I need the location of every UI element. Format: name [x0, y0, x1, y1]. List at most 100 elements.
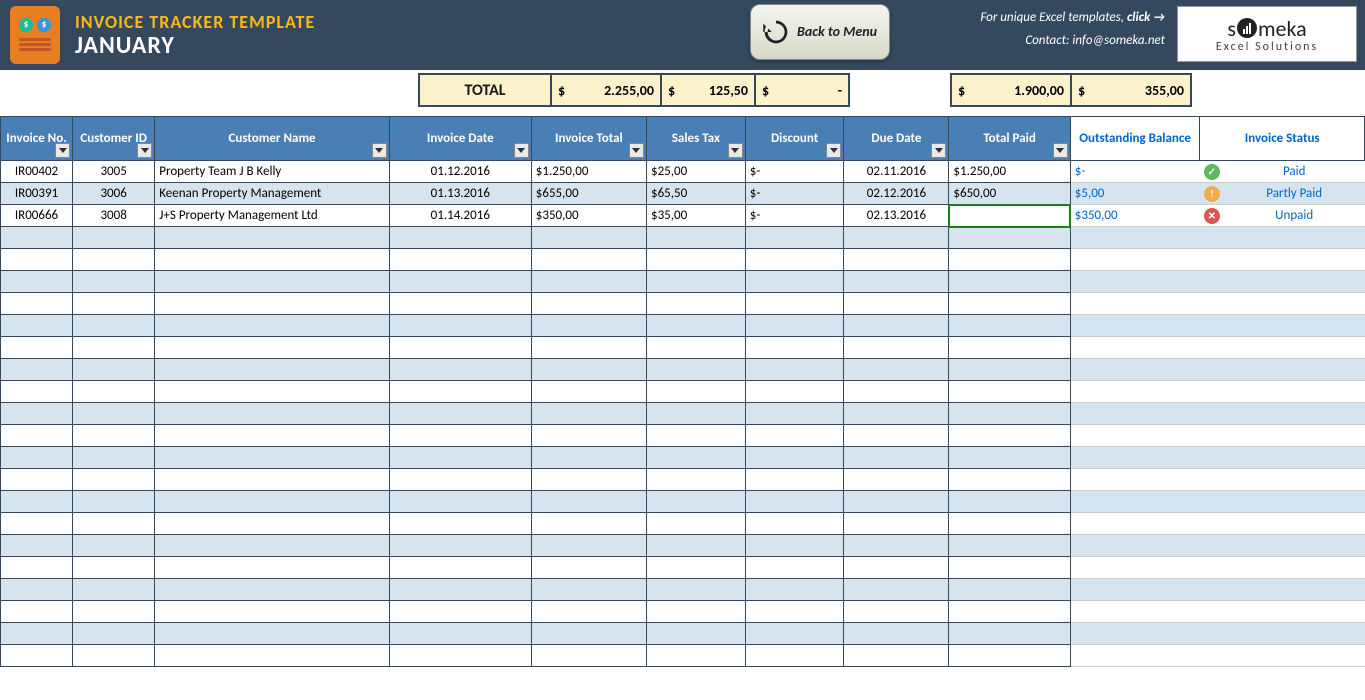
empty-cell[interactable]: [844, 315, 949, 337]
empty-cell[interactable]: [73, 271, 155, 293]
empty-cell[interactable]: [531, 623, 646, 645]
empty-cell[interactable]: [531, 403, 646, 425]
filter-dropdown-icon[interactable]: [514, 143, 529, 158]
empty-cell[interactable]: [1, 271, 73, 293]
empty-cell[interactable]: [745, 403, 844, 425]
empty-cell[interactable]: [389, 469, 531, 491]
empty-cell[interactable]: [949, 403, 1070, 425]
empty-cell[interactable]: [646, 601, 745, 623]
empty-cell[interactable]: [531, 293, 646, 315]
table-row[interactable]: IR004023005Property Team J B Kelly01.12.…: [1, 161, 1365, 183]
empty-cell[interactable]: [745, 293, 844, 315]
filter-dropdown-icon[interactable]: [372, 143, 387, 158]
cell-total[interactable]: $655,00: [531, 183, 646, 205]
empty-cell[interactable]: [844, 645, 949, 667]
empty-cell[interactable]: [155, 381, 390, 403]
empty-cell[interactable]: [155, 623, 390, 645]
cell-total[interactable]: $1.250,00: [531, 161, 646, 183]
th-invoice-date[interactable]: Invoice Date: [389, 117, 531, 161]
empty-cell[interactable]: [531, 513, 646, 535]
cell-tax[interactable]: $35,00: [646, 205, 745, 227]
empty-cell[interactable]: [646, 535, 745, 557]
empty-cell[interactable]: [844, 227, 949, 249]
empty-cell[interactable]: [949, 249, 1070, 271]
filter-dropdown-icon[interactable]: [1053, 143, 1068, 158]
empty-cell[interactable]: [646, 645, 745, 667]
empty-cell[interactable]: [844, 557, 949, 579]
empty-cell[interactable]: [949, 535, 1070, 557]
empty-cell[interactable]: [531, 601, 646, 623]
empty-cell[interactable]: [73, 359, 155, 381]
empty-cell[interactable]: [73, 447, 155, 469]
empty-cell[interactable]: [949, 271, 1070, 293]
empty-cell[interactable]: [531, 491, 646, 513]
empty-cell[interactable]: [155, 579, 390, 601]
empty-cell[interactable]: [389, 381, 531, 403]
empty-cell[interactable]: [531, 645, 646, 667]
empty-cell[interactable]: [646, 227, 745, 249]
filter-dropdown-icon[interactable]: [55, 143, 70, 158]
empty-cell[interactable]: [844, 447, 949, 469]
table-row[interactable]: [1, 601, 1365, 623]
empty-cell[interactable]: [745, 359, 844, 381]
cell-invno[interactable]: IR00402: [1, 161, 73, 183]
cell-tax[interactable]: $25,00: [646, 161, 745, 183]
cell-total[interactable]: $350,00: [531, 205, 646, 227]
cell-date[interactable]: 01.12.2016: [389, 161, 531, 183]
empty-cell[interactable]: [745, 557, 844, 579]
empty-cell[interactable]: [531, 337, 646, 359]
empty-cell[interactable]: [389, 579, 531, 601]
empty-cell[interactable]: [73, 337, 155, 359]
empty-cell[interactable]: [745, 227, 844, 249]
empty-cell[interactable]: [844, 337, 949, 359]
cell-name[interactable]: Keenan Property Management: [155, 183, 390, 205]
empty-cell[interactable]: [73, 293, 155, 315]
empty-cell[interactable]: [1, 359, 73, 381]
empty-cell[interactable]: [949, 623, 1070, 645]
table-row[interactable]: [1, 425, 1365, 447]
empty-cell[interactable]: [949, 469, 1070, 491]
empty-cell[interactable]: [389, 491, 531, 513]
empty-cell[interactable]: [73, 557, 155, 579]
empty-cell[interactable]: [745, 315, 844, 337]
cell-due[interactable]: 02.11.2016: [844, 161, 949, 183]
th-invoice-no[interactable]: Invoice No.: [1, 117, 73, 161]
empty-cell[interactable]: [155, 491, 390, 513]
empty-cell[interactable]: [745, 249, 844, 271]
empty-cell[interactable]: [531, 425, 646, 447]
empty-cell[interactable]: [389, 315, 531, 337]
empty-cell[interactable]: [1, 337, 73, 359]
empty-cell[interactable]: [646, 293, 745, 315]
empty-cell[interactable]: [745, 491, 844, 513]
empty-cell[interactable]: [646, 447, 745, 469]
empty-cell[interactable]: [646, 315, 745, 337]
empty-cell[interactable]: [73, 315, 155, 337]
empty-cell[interactable]: [844, 601, 949, 623]
cell-custid[interactable]: 3008: [73, 205, 155, 227]
empty-cell[interactable]: [646, 403, 745, 425]
empty-cell[interactable]: [745, 447, 844, 469]
empty-cell[interactable]: [844, 359, 949, 381]
empty-cell[interactable]: [389, 645, 531, 667]
empty-cell[interactable]: [949, 491, 1070, 513]
empty-cell[interactable]: [844, 513, 949, 535]
empty-cell[interactable]: [1, 645, 73, 667]
empty-cell[interactable]: [155, 337, 390, 359]
empty-cell[interactable]: [155, 425, 390, 447]
empty-cell[interactable]: [844, 271, 949, 293]
empty-cell[interactable]: [844, 469, 949, 491]
empty-cell[interactable]: [949, 557, 1070, 579]
empty-cell[interactable]: [531, 227, 646, 249]
empty-cell[interactable]: [646, 623, 745, 645]
cell-date[interactable]: 01.13.2016: [389, 183, 531, 205]
empty-cell[interactable]: [1, 447, 73, 469]
empty-cell[interactable]: [646, 513, 745, 535]
empty-cell[interactable]: [844, 403, 949, 425]
empty-cell[interactable]: [73, 645, 155, 667]
filter-dropdown-icon[interactable]: [137, 143, 152, 158]
empty-cell[interactable]: [844, 535, 949, 557]
cell-name[interactable]: J+S Property Management Ltd: [155, 205, 390, 227]
empty-cell[interactable]: [73, 623, 155, 645]
cell-due[interactable]: 02.12.2016: [844, 183, 949, 205]
th-customer-id[interactable]: Customer ID: [73, 117, 155, 161]
